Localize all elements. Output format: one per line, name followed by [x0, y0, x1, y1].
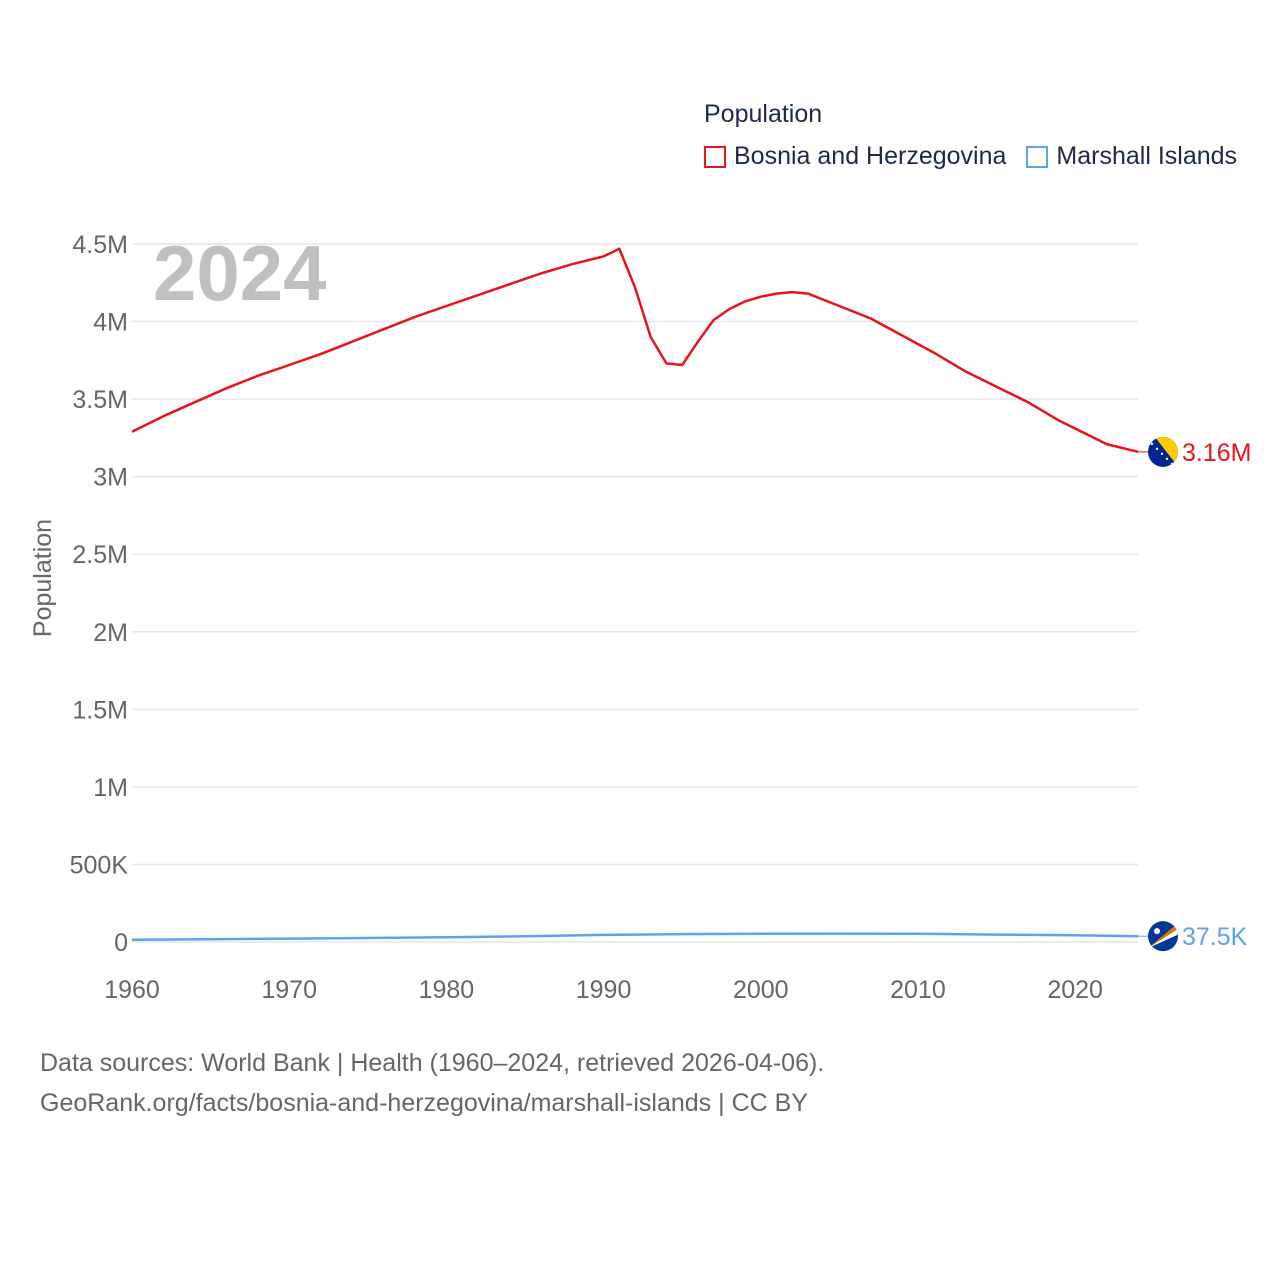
y-tick-label: 3M: [93, 464, 128, 492]
x-tick-label: 1980: [419, 976, 475, 1004]
grid-lines: [132, 243, 1138, 943]
y-tick-label: 4M: [93, 309, 128, 337]
legend-label-bosnia: Bosnia and Herzegovina: [734, 142, 1007, 170]
end-value-label: 37.5K: [1182, 923, 1248, 951]
legend-swatch-bosnia: [704, 145, 726, 168]
y-tick-label: 1.5M: [72, 696, 128, 724]
sources-line-2: GeoRank.org/facts/bosnia-and-herzegovina…: [40, 1089, 808, 1117]
series-line-1: [131, 932, 1139, 941]
x-tick-label: 2020: [1047, 976, 1103, 1004]
sources-line-1: Data sources: World Bank | Health (1960–…: [40, 1049, 825, 1077]
x-tick-label: 1990: [576, 976, 632, 1004]
series-line-0: [131, 247, 1139, 454]
y-tick-label: 0: [114, 929, 128, 957]
x-tick-label: 2010: [890, 976, 946, 1004]
end-markers: 3.16M 37.5K: [1138, 436, 1251, 952]
legend-label-marshall-islands: Marshall Islands: [1056, 142, 1238, 170]
legend-item-marshall-islands[interactable]: Marshall Islands: [1026, 142, 1237, 171]
y-axis-ticks: 0 500K 1M 1.5M 2M 2.5M 3M 3.5M 4M 4.5M: [70, 231, 129, 957]
bosnia-flag-icon: [1148, 436, 1178, 467]
x-axis-ticks: 1960 1970 1980 1990 2000 2010 2020: [104, 976, 1103, 1004]
legend: Bosnia and Herzegovina Marshall Islands: [704, 142, 1257, 171]
end-value-label: 3.16M: [1182, 439, 1251, 467]
y-tick-label: 3.5M: [72, 386, 128, 414]
data-sources: Data sources: World Bank | Health (1960–…: [40, 1043, 824, 1123]
legend-item-bosnia[interactable]: Bosnia and Herzegovina: [704, 142, 1006, 171]
year-watermark: 2024: [153, 229, 327, 317]
x-tick-label: 2000: [733, 976, 789, 1004]
x-tick-label: 1960: [104, 976, 160, 1004]
legend-swatch-marshall-islands: [1026, 145, 1049, 168]
y-tick-label: 500K: [70, 851, 129, 879]
marshall-islands-flag-icon: [1148, 921, 1178, 952]
y-tick-label: 1M: [93, 774, 128, 802]
y-tick-label: 4.5M: [72, 231, 128, 259]
x-tick-label: 1970: [261, 976, 317, 1004]
series-lines: [131, 247, 1139, 941]
y-axis-label: Population: [29, 519, 57, 637]
y-tick-label: 2M: [93, 619, 128, 647]
legend-title: Population: [704, 100, 823, 128]
y-tick-label: 2.5M: [72, 541, 128, 569]
